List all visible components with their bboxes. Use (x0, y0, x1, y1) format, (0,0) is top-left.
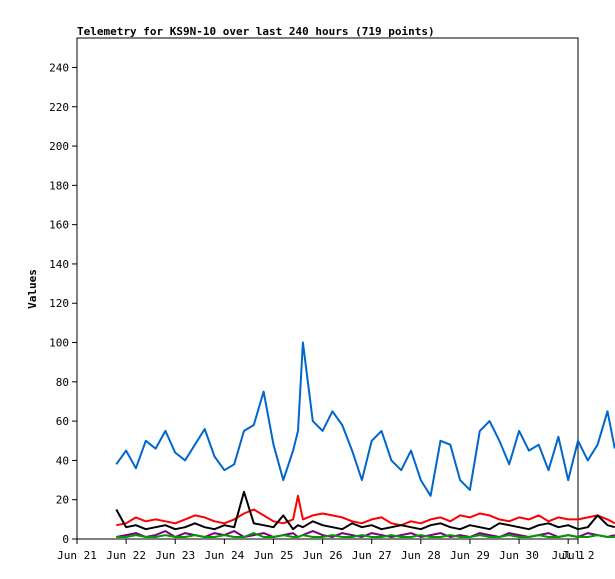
series-layer (115, 341, 615, 538)
y-tick-label: 240 (49, 61, 69, 74)
x-tick-label: Jun 25 (254, 549, 294, 562)
y-tick-label: 180 (49, 179, 69, 192)
y-tick-label: 140 (49, 258, 69, 271)
x-tick-label: Jun 26 (303, 549, 343, 562)
x-tick-label: Jun 21 (57, 549, 97, 562)
y-tick-label: 40 (56, 454, 69, 467)
y-tick-label: 20 (56, 494, 69, 507)
series-line (115, 341, 615, 497)
y-tick-label: 60 (56, 415, 69, 428)
series-line (116, 532, 615, 538)
y-tick-label: 80 (56, 376, 69, 389)
y-tick-label: 160 (49, 219, 69, 232)
x-tick-label: Jul 2 (561, 549, 594, 562)
x-tick-label: Jun 23 (155, 549, 195, 562)
y-tick-label: 220 (49, 101, 69, 114)
y-axis-label: Values (26, 269, 39, 309)
axis-layer: 0 20 40 60 80 100 120 140 160 180 200 220 240 Jun 21 J… (49, 61, 594, 562)
x-tick-label: Jun 27 (352, 549, 392, 562)
x-tick-label: Jun 22 (106, 549, 146, 562)
series-line (115, 490, 615, 531)
y-tick-label: 120 (49, 297, 69, 310)
x-tick-label: Jun 30 (499, 549, 539, 562)
x-tick-label: Jun 29 (450, 549, 490, 562)
y-tick-label: 200 (49, 140, 69, 153)
x-tick-label: Jun 24 (204, 549, 244, 562)
chart-title: Telemetry for KS9N-10 over last 240 hour… (77, 25, 435, 38)
series-line (116, 494, 615, 527)
x-tick-label: Jun 28 (401, 549, 441, 562)
y-tick-label: 100 (49, 337, 69, 350)
plot-frame (76, 37, 579, 540)
x-tick-label: Jul 1 (552, 549, 585, 562)
y-tick-label: 0 (62, 533, 69, 546)
